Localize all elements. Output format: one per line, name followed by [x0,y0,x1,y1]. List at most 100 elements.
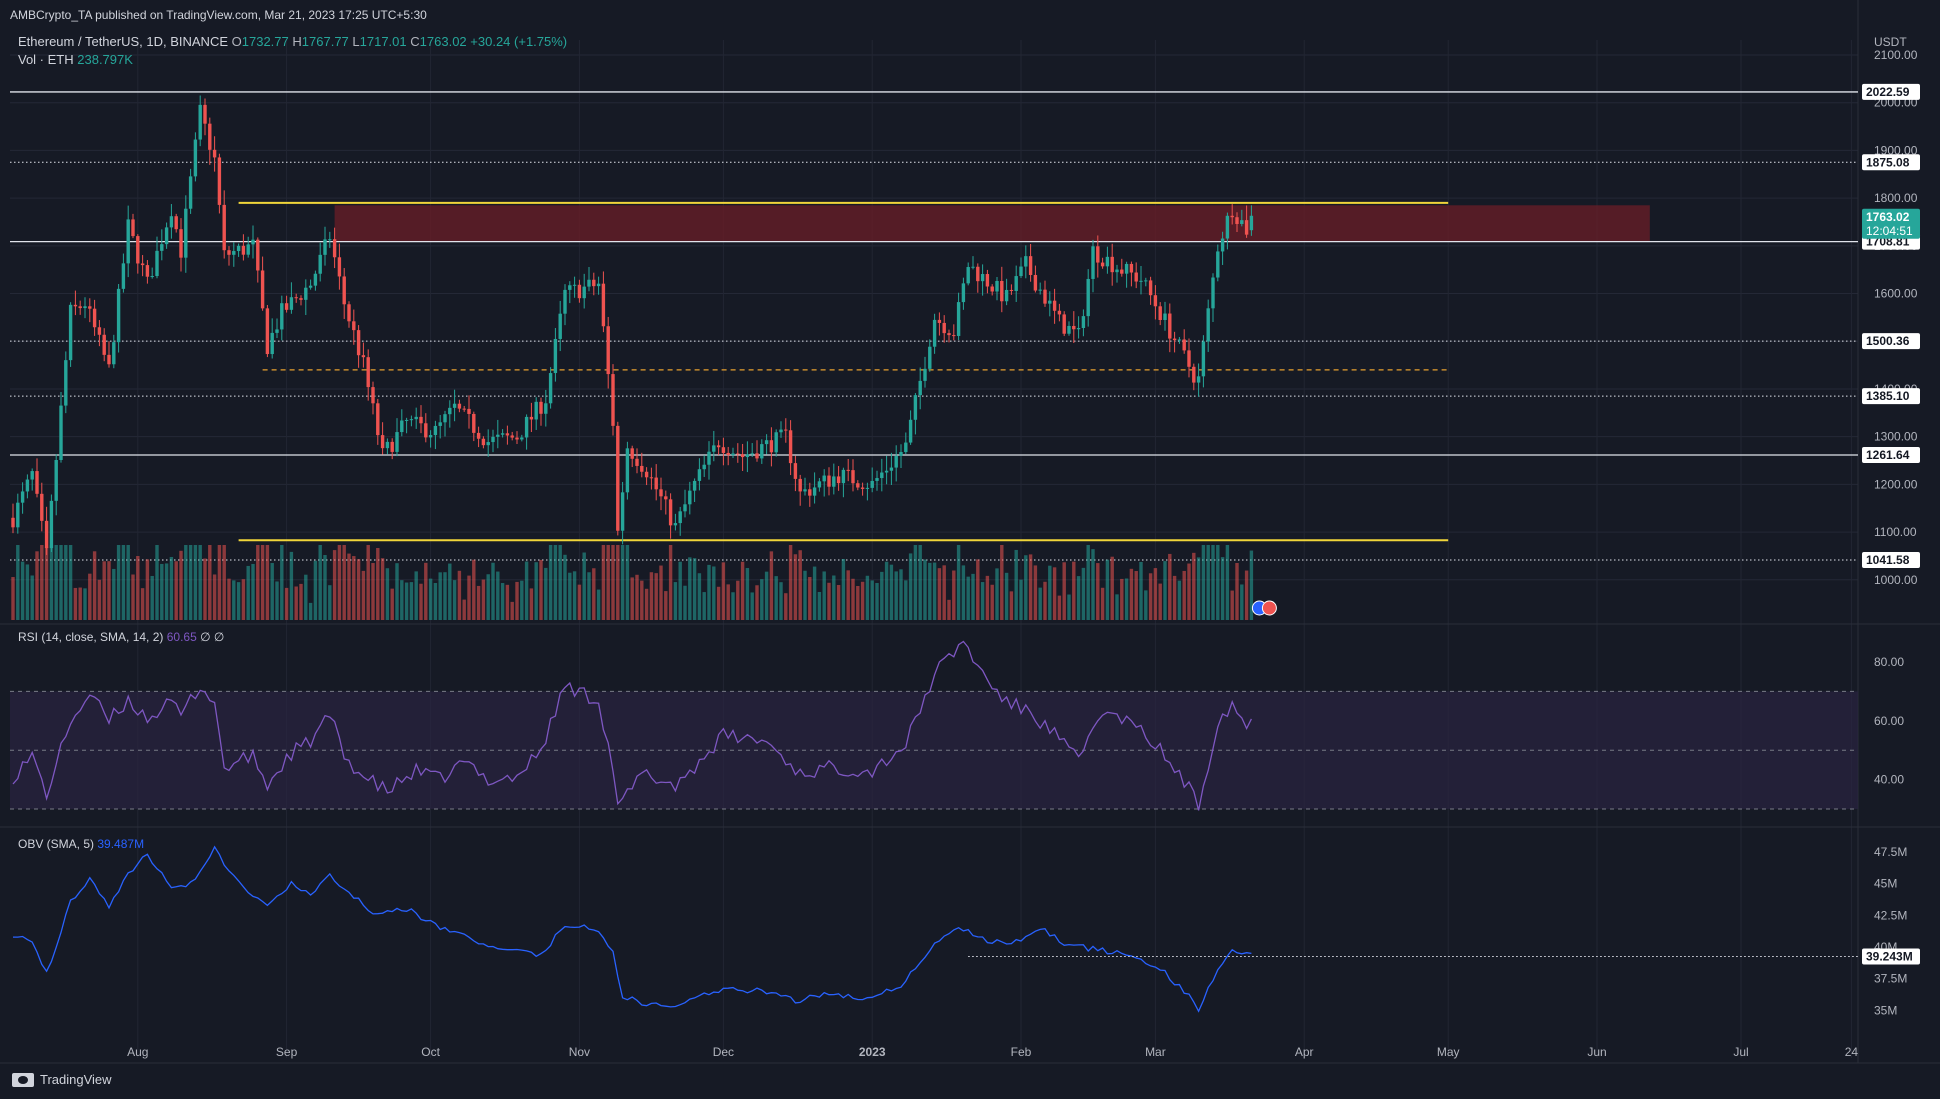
volume-bar [558,545,562,620]
candle-body [649,477,654,479]
volume-bar [985,575,990,620]
volume-bar [812,566,817,620]
rsi-tick: 40.00 [1874,773,1904,787]
volume-bar [332,550,337,620]
candle-body [923,368,927,381]
volume-bar [265,545,270,620]
volume-bar [1086,545,1090,620]
volume-bar [448,563,452,620]
obv-panel [13,845,1858,1013]
candle-body [462,408,466,410]
candle-body [1033,274,1038,291]
candle-body [592,279,596,287]
rsi-extra: ∅ ∅ [200,630,225,644]
candle-body [452,403,457,408]
volume-bar [256,545,260,620]
candle-body [937,319,942,323]
candle-body [227,250,231,255]
candle-body [438,422,442,426]
candle-body [260,270,265,309]
candle-body [582,286,586,299]
candle-body [640,465,644,472]
volume-bar [644,588,649,620]
volume-bar [779,582,783,620]
volume-bar [702,592,706,620]
volume-bar [1129,568,1134,620]
volume-bar [995,568,999,620]
candle-body [779,429,783,433]
volume-bar [102,561,106,620]
candle-body [1004,289,1009,302]
candle-body [356,330,361,356]
volume-bar [520,580,524,620]
volume-bar [227,578,231,620]
candle-body [644,471,649,478]
volume-bar [884,561,889,620]
volume-bar [774,576,778,620]
candle-body [817,481,822,488]
volume-bar [870,580,874,620]
event-marker-icon [1261,600,1277,616]
low-value: 1717.01 [359,34,407,49]
candle-body [769,440,774,453]
volume-bar [500,583,505,620]
candle-body [1148,280,1153,296]
candle-body [35,471,39,494]
candle-body [995,280,999,292]
price-tick: 1900.00 [1874,143,1918,157]
candle-body [990,286,994,292]
candle-body [745,454,750,458]
candle-body [217,157,222,205]
candle-body [596,283,601,287]
level-tag-bg [1862,83,1920,100]
volume-bar [736,580,740,620]
candle-body [1124,263,1129,274]
candle-body [203,104,207,124]
candle-body [44,520,49,549]
candle-body [798,478,802,492]
volume-bar [236,582,241,620]
volume-bar [160,563,164,620]
candle-body [174,216,178,230]
candle-body [342,276,346,305]
candle-body [390,441,394,452]
low-label: L [352,34,360,49]
volume-bar [208,545,212,620]
volume-bar [496,571,500,620]
level-tag-bg [1862,154,1920,171]
volume-bar [678,561,682,620]
candle-body [788,430,793,464]
volume-bar [188,545,193,620]
candle-body [179,229,183,258]
volume-bar [908,553,913,620]
candle-body [1014,276,1018,291]
grid-lines [0,0,1940,1064]
rsi-line [12,640,1252,811]
volume-bar [404,582,409,620]
volume-bar [467,575,471,620]
time-tick: Jul [1733,1045,1748,1059]
volume-bar [841,559,846,620]
obv-last-tag: 39.243M [1866,950,1913,964]
candle-body [630,448,634,459]
volume-bar [1004,572,1009,620]
symbol-name: Ethereum / TetherUS, 1D, BINANCE [18,34,229,49]
level-tag: 1041.58 [1866,553,1910,567]
volume-bar [1168,553,1172,620]
volume-bar [1211,545,1215,620]
volume-bar [1196,557,1201,620]
volume-bar [414,571,418,620]
candle-body [40,493,44,521]
obv-legend: OBV (SMA, 5) 39.487M [18,837,144,851]
candle-body [635,458,639,466]
volume-bar [126,545,130,620]
tradingview-logo[interactable]: TradingView [12,1072,112,1087]
rsi-panel [10,640,1858,811]
volume-bar [294,586,298,620]
candle-body [904,442,908,453]
volume-bar [640,580,644,620]
open-value: 1732.77 [241,34,289,49]
last-price-tag: 1763.02 [1866,210,1910,224]
volume-bar [136,556,140,620]
